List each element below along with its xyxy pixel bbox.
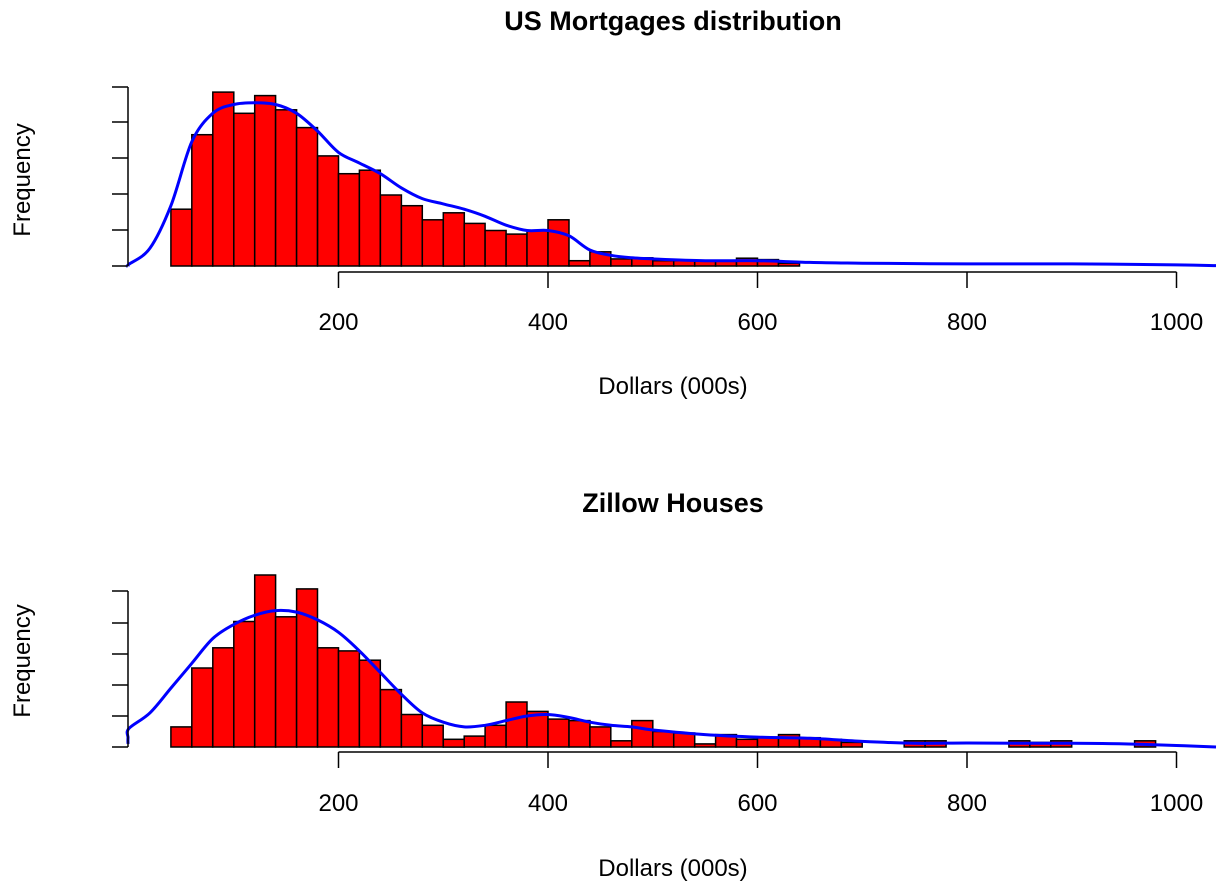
histogram-bar [358, 169, 382, 267]
histogram-bar [233, 620, 256, 748]
histogram-bar [505, 701, 528, 748]
density-curve [125, 101, 1217, 268]
histogram-bar [400, 204, 424, 267]
histogram-bar [400, 713, 424, 748]
x-axis: 200 400 600 800 1000 [318, 271, 1203, 336]
histogram-bar [274, 109, 298, 267]
histogram-bar [735, 738, 759, 748]
histogram-bar [756, 736, 780, 748]
x-axis-label: Dollars (000s) [598, 855, 747, 882]
histogram-bar [652, 730, 675, 748]
x-axis: 200 400 600 800 1000 [318, 751, 1203, 817]
histogram-bar [568, 719, 591, 748]
histogram-bars [170, 574, 1157, 748]
chart-title: US Mortgages distribution [504, 6, 842, 36]
x-tick-label: 200 [318, 790, 358, 817]
x-tick-label: 400 [528, 790, 568, 817]
histogram-bar [442, 212, 466, 267]
histogram-bar [170, 208, 193, 267]
histogram-bar [212, 647, 235, 748]
histogram-bar [358, 659, 382, 748]
histogram-bar [191, 667, 214, 748]
histogram-bar [547, 718, 570, 748]
histogram-bars [170, 91, 801, 267]
x-tick-label: 600 [737, 309, 777, 336]
histogram-bar [840, 741, 863, 748]
histogram-bar [421, 724, 444, 748]
histogram-bar [274, 616, 298, 748]
chart-panel-mortgages: US Mortgages distribution 200 400 600 800 10… [9, 6, 1217, 400]
histogram-bar [379, 688, 403, 748]
x-tick-label: 200 [318, 309, 358, 336]
histogram-bar [463, 735, 486, 748]
histogram-bar [316, 155, 340, 267]
chart-title: Zillow Houses [582, 488, 764, 518]
histogram-bar [233, 112, 256, 267]
histogram-bar [253, 574, 277, 748]
histogram-bar [191, 133, 214, 267]
histogram-bar [777, 262, 801, 267]
histogram-bar [589, 726, 612, 748]
histogram-bar [379, 194, 403, 267]
histogram-bar [212, 91, 235, 267]
y-axis [112, 86, 129, 267]
x-tick-label: 800 [947, 790, 987, 817]
histogram-bar [463, 222, 486, 267]
x-tick-label: 800 [947, 309, 987, 336]
histogram-bar [337, 172, 361, 267]
y-axis-label: Frequency [9, 604, 36, 717]
chart-panel-zillow: Zillow Houses 200 400 600 800 1000 Dollars (… [9, 488, 1217, 882]
histogram-bar [568, 259, 591, 267]
y-axis-label: Frequency [9, 123, 36, 236]
histogram-bar [610, 258, 633, 267]
x-tick-label: 600 [737, 790, 777, 817]
histogram-bar [484, 229, 507, 267]
histogram-bar [526, 229, 549, 267]
histogram-bar [316, 647, 340, 748]
histogram-bar [170, 726, 193, 748]
histogram-bar [421, 219, 444, 267]
histogram-bar [652, 259, 675, 267]
histogram-bar [337, 650, 361, 748]
x-tick-label: 400 [528, 309, 568, 336]
histogram-bar [295, 126, 319, 267]
histogram-bar [693, 743, 717, 748]
y-axis [112, 590, 129, 748]
histogram-bar [672, 732, 696, 748]
histogram-bar [610, 740, 633, 748]
x-tick-label: 1000 [1150, 309, 1203, 336]
x-axis-label: Dollars (000s) [598, 373, 747, 400]
histogram-bar [484, 724, 507, 748]
histogram-bar [547, 219, 570, 267]
histogram-bar [442, 738, 466, 748]
histogram-bar [505, 233, 528, 267]
x-tick-label: 1000 [1150, 790, 1203, 817]
histogram-bar [253, 94, 277, 267]
histogram-bar [631, 719, 654, 748]
density-curve [125, 608, 1217, 749]
